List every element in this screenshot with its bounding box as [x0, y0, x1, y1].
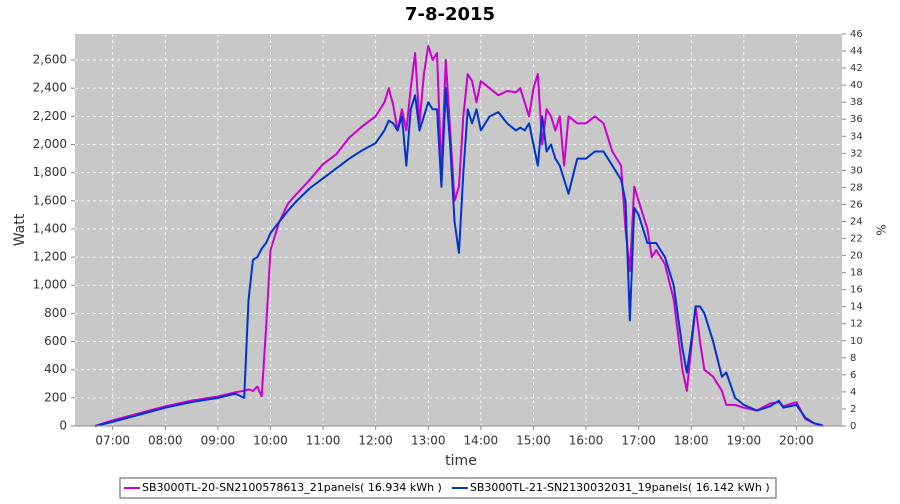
y-tick-label: 1,400 [33, 221, 67, 235]
x-tick-label: 12:00 [358, 434, 393, 448]
y2-tick-label: 14 [850, 302, 863, 313]
x-tick-label: 07:00 [95, 434, 130, 448]
y2-tick-label: 40 [850, 80, 863, 91]
plot-area [75, 34, 842, 426]
y2-tick-label: 12 [850, 319, 863, 330]
y2-tick-label: 8 [850, 353, 856, 364]
y2-tick-label: 10 [850, 336, 863, 347]
y2-tick-label: 28 [850, 182, 863, 193]
y2-tick-label: 44 [850, 46, 863, 57]
y2-tick-label: 18 [850, 268, 863, 279]
y2-tick-label: 2 [850, 404, 856, 415]
y-tick-label: 0 [59, 419, 67, 433]
y2-tick-label: 30 [850, 165, 863, 176]
x-tick-label: 10:00 [253, 434, 288, 448]
y2-tick-label: 32 [850, 148, 863, 159]
y-tick-label: 2,200 [33, 109, 67, 123]
y2-tick-label: 36 [850, 114, 863, 125]
y-tick-label: 1,000 [33, 278, 67, 292]
y-tick-label: 400 [44, 362, 67, 376]
y2-tick-label: 0 [850, 421, 856, 432]
legend-box [119, 477, 777, 499]
y-tick-label: 1,600 [33, 193, 67, 207]
y2-tick-label: 16 [850, 285, 863, 296]
y2-tick-label: 42 [850, 63, 863, 74]
y2-tick-label: 38 [850, 97, 863, 108]
y2-tick-label: 22 [850, 234, 863, 245]
y2-tick-label: 24 [850, 216, 863, 227]
x-tick-label: 20:00 [779, 434, 814, 448]
y2-tick-label: 4 [850, 387, 856, 398]
legend-label: SB3000TL-20-SN2100578613_21panels( 16.93… [142, 481, 442, 494]
x-tick-label: 18:00 [674, 434, 709, 448]
y2-tick-label: 26 [850, 199, 863, 210]
x-tick-label: 11:00 [306, 434, 341, 448]
y-tick-label: 2,600 [33, 53, 67, 67]
chart-title: 7-8-2015 [405, 4, 495, 25]
series-line [94, 87, 823, 427]
y-tick-label: 1,200 [33, 250, 67, 264]
y2-tick-label: 34 [850, 131, 863, 142]
y2-tick-label: 46 [850, 29, 863, 40]
y-tick-label: 600 [44, 334, 67, 348]
y-axis-label: Watt [12, 213, 28, 246]
x-tick-label: 15:00 [516, 434, 551, 448]
y2-axis-label: % [874, 224, 888, 235]
y-tick-label: 2,000 [33, 137, 67, 151]
x-axis-label: time [445, 453, 477, 469]
x-tick-label: 16:00 [569, 434, 604, 448]
x-tick-label: 19:00 [727, 434, 762, 448]
y2-tick-label: 6 [850, 370, 856, 381]
y-tick-label: 1,800 [33, 165, 67, 179]
x-tick-label: 08:00 [148, 434, 183, 448]
y-tick-label: 2,400 [33, 81, 67, 95]
y-tick-label: 200 [44, 390, 67, 404]
x-tick-label: 17:00 [621, 434, 656, 448]
x-tick-label: 09:00 [201, 434, 236, 448]
legend-label: SB3000TL-21-SN2130032031_19panels( 16.14… [470, 481, 770, 494]
y-tick-label: 800 [44, 306, 67, 320]
y2-tick-label: 20 [850, 251, 863, 262]
x-tick-label: 13:00 [411, 434, 446, 448]
x-tick-label: 14:00 [464, 434, 499, 448]
